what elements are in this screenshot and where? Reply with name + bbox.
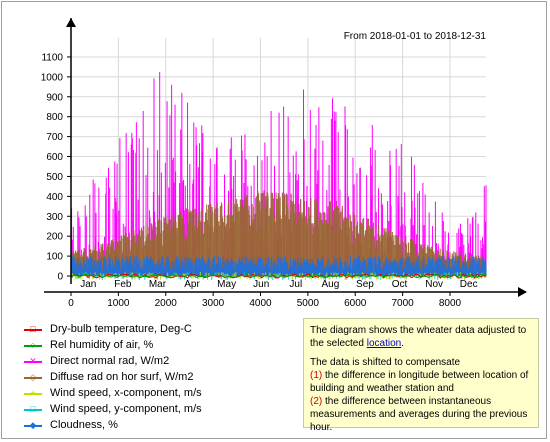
month-label: Jul [289, 279, 302, 290]
y-tick-label: 700 [46, 132, 63, 143]
month-label: Feb [114, 279, 132, 290]
month-label: Jun [253, 279, 269, 290]
legend-swatch-line [24, 345, 42, 347]
info-note: The diagram shows the wheater data adjus… [303, 318, 539, 433]
note-text: The data is shifted to compensate [310, 357, 461, 368]
y-tick-label: 800 [46, 112, 63, 123]
x-tick-label: 7000 [391, 298, 414, 309]
series-layer [70, 71, 487, 280]
y-tick-label: 1000 [41, 72, 64, 83]
legend-item: ○ Rel humidity of air, % [20, 337, 300, 353]
x-tick-label: 8000 [439, 298, 462, 309]
month-label: Aug [321, 279, 339, 290]
legend-label: Direct normal rad, W/m2 [50, 355, 170, 367]
series-humidity-trace [70, 273, 487, 279]
note-text-end: . [401, 338, 404, 349]
month-label: Sep [356, 279, 374, 290]
x-tick-label: 3000 [202, 298, 225, 309]
legend-item: ✕ Direct normal rad, W/m2 [20, 353, 300, 369]
y-tick-label: 200 [46, 232, 63, 243]
y-tick-label: 400 [46, 192, 63, 203]
legend-label: Diffuse rad on hor surf, W/m2 [50, 371, 194, 383]
legend-swatch-line [24, 409, 42, 411]
month-label: Mar [149, 279, 167, 290]
legend-swatch-line [24, 425, 42, 427]
x-tick-label: 0 [68, 298, 74, 309]
legend-label: Wind speed, x-component, m/s [50, 387, 202, 399]
axes [44, 18, 527, 297]
x-tick-label: 1000 [107, 298, 130, 309]
month-label: Apr [184, 279, 200, 290]
y-tick-label: 900 [46, 92, 63, 103]
legend-label: Dry-bulb temperature, Deg-C [50, 323, 192, 335]
legend-marker-icon: ○ [30, 340, 36, 350]
month-label: Nov [425, 279, 443, 290]
legend-item: □ Wind speed, y-component, m/s [20, 401, 300, 417]
legend-label: Wind speed, y-component, m/s [50, 403, 202, 415]
legend-label: Cloudness, % [50, 419, 118, 431]
note-item-text: the difference in longitude between loca… [310, 370, 529, 394]
legend-item: + Wind speed, x-component, m/s [20, 385, 300, 401]
series-dry-bulb-trace [70, 273, 487, 279]
note-paragraph-2: The data is shifted to compensate (1) th… [310, 356, 532, 434]
y-tick-label: 100 [46, 252, 63, 263]
x-axis-arrow [518, 287, 527, 297]
month-label: May [217, 279, 236, 290]
month-label: Dec [460, 279, 478, 290]
legend-swatch-line [24, 377, 42, 379]
month-label: Jan [80, 279, 96, 290]
x-tick-label: 4000 [249, 298, 272, 309]
note-item-number: (2) [310, 396, 323, 407]
legend-item: ◆ Cloudness, % [20, 417, 300, 433]
x-tick-label: 2000 [155, 298, 178, 309]
y-tick-label: 600 [46, 152, 63, 163]
legend-item: ◇ Diffuse rad on hor surf, W/m2 [20, 369, 300, 385]
legend-marker-icon: ◇ [29, 372, 37, 382]
legend-marker-icon: ✕ [29, 356, 37, 366]
y-tick-label: 0 [57, 272, 63, 283]
legend-label: Rel humidity of air, % [50, 339, 154, 351]
legend-marker-icon: ◆ [29, 420, 37, 430]
x-tick-label: 5000 [297, 298, 320, 309]
legend-marker-icon: + [30, 388, 36, 398]
month-label: Oct [392, 279, 408, 290]
note-item-text: the difference between instantaneous mea… [310, 396, 528, 433]
legend: □ Dry-bulb temperature, Deg-C ○ Rel humidit… [20, 321, 300, 433]
x-tick-label: 6000 [344, 298, 367, 309]
legend-swatch-line [24, 393, 42, 395]
legend-marker-icon: □ [30, 324, 36, 334]
legend-swatch-line [24, 329, 42, 331]
location-link[interactable]: location [366, 338, 402, 349]
tick-labels: 0 100 200 300 400 500 600 700 800 900 1000 1100 0 100… [41, 52, 478, 309]
y-tick-label: 300 [46, 212, 63, 223]
legend-swatch-line [24, 361, 42, 363]
y-tick-label: 500 [46, 172, 63, 183]
legend-item: □ Dry-bulb temperature, Deg-C [20, 321, 300, 337]
note-item-number: (1) [310, 370, 323, 381]
y-axis-arrow [66, 18, 76, 27]
legend-marker-icon: □ [30, 404, 36, 414]
note-text: The diagram shows the wheater data adjus… [310, 325, 527, 349]
note-paragraph-1: The diagram shows the wheater data adjus… [310, 324, 532, 350]
y-tick-label: 1100 [41, 52, 63, 63]
date-range-label: From 2018-01-01 to 2018-12-31 [344, 31, 487, 42]
